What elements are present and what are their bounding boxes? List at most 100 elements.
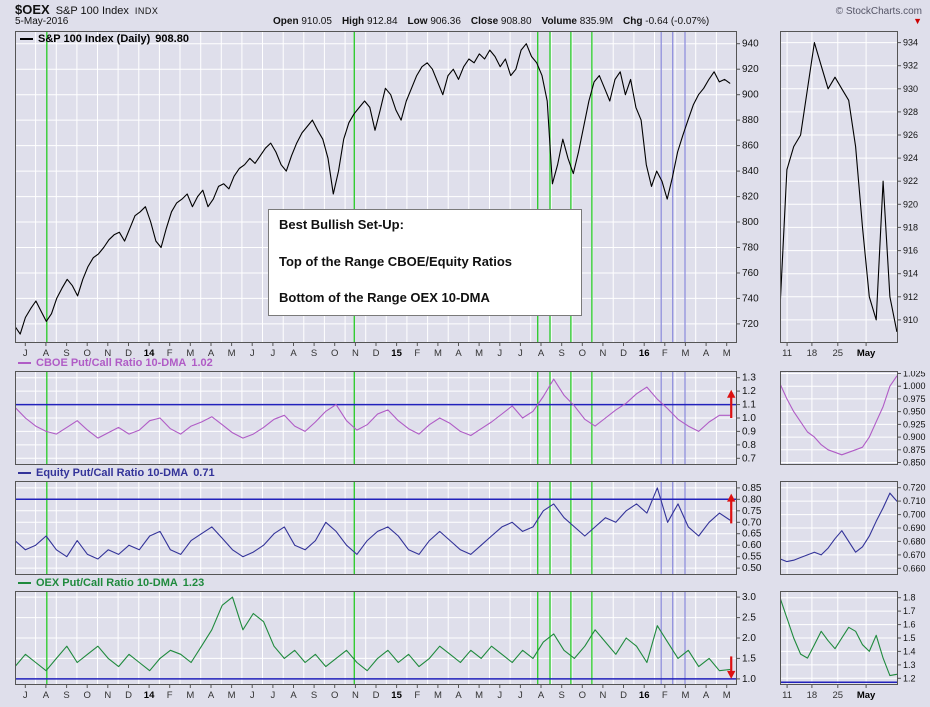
svg-text:D: D — [620, 348, 627, 359]
svg-text:M: M — [228, 690, 236, 701]
svg-text:A: A — [43, 690, 50, 701]
svg-text:800: 800 — [742, 217, 759, 228]
svg-text:S: S — [63, 348, 69, 359]
svg-text:880: 880 — [742, 115, 759, 126]
svg-text:0.660: 0.660 — [903, 563, 926, 573]
svg-text:924: 924 — [903, 153, 918, 163]
legend-value: 1.02 — [191, 357, 213, 369]
svg-text:J: J — [23, 690, 28, 701]
svg-text:A: A — [455, 690, 462, 701]
svg-text:1.0: 1.0 — [742, 413, 756, 424]
svg-text:May: May — [857, 690, 876, 701]
annotation-box: Best Bullish Set-Up: Top of the Range CB… — [268, 209, 582, 316]
svg-text:F: F — [167, 348, 173, 359]
svg-text:A: A — [290, 690, 297, 701]
svg-text:0.670: 0.670 — [903, 550, 926, 560]
svg-text:A: A — [208, 348, 215, 359]
svg-text:S: S — [63, 690, 69, 701]
svg-text:M: M — [434, 348, 442, 359]
svg-text:N: N — [599, 690, 606, 701]
svg-text:M: M — [475, 690, 483, 701]
svg-text:0.900: 0.900 — [903, 432, 926, 442]
svg-text:914: 914 — [903, 269, 918, 279]
cboe-legend: CBOE Put/Call Ratio 10-DMA 1.02 — [18, 357, 213, 369]
svg-text:1.5: 1.5 — [742, 653, 756, 664]
quote-open: Open 910.05 — [273, 16, 332, 27]
mini-equity-ratio-chart: 0.720 0.710 0.700 0.690 0.680 0.670 0.660 — [780, 481, 926, 575]
svg-text:930: 930 — [903, 84, 918, 94]
chg-label: Chg — [623, 16, 643, 27]
svg-text:D: D — [620, 690, 627, 701]
quote-bar: 5-May-2016 Open 910.05 High 912.84 Low 9… — [15, 16, 922, 29]
legend-label: CBOE Put/Call Ratio 10-DMA — [36, 357, 187, 369]
legend-label: S&P 100 Index (Daily) — [38, 33, 151, 45]
svg-text:0.70: 0.70 — [742, 517, 762, 528]
svg-text:16: 16 — [639, 348, 650, 359]
svg-text:0.925: 0.925 — [903, 419, 926, 429]
svg-text:16: 16 — [639, 690, 650, 701]
svg-text:A: A — [455, 348, 462, 359]
svg-text:0.690: 0.690 — [903, 523, 926, 533]
svg-text:18: 18 — [807, 348, 818, 359]
svg-text:934: 934 — [903, 38, 918, 48]
svg-text:916: 916 — [903, 246, 918, 256]
svg-text:910: 910 — [903, 315, 918, 325]
close-label: Close — [470, 16, 499, 27]
svg-text:0.50: 0.50 — [742, 563, 762, 574]
svg-text:May: May — [857, 348, 876, 359]
line-sample-icon — [20, 38, 33, 40]
chart-header: $OEX S&P 100 Index INDX © StockCharts.co… — [15, 2, 922, 17]
svg-text:M: M — [681, 348, 689, 359]
high-value: 912.84 — [366, 16, 398, 27]
svg-text:820: 820 — [742, 192, 759, 203]
quote-volume: Volume 835.9M — [542, 16, 614, 27]
svg-text:15: 15 — [391, 690, 402, 701]
annotation-line: Bottom of the Range OEX 10-DMA — [279, 290, 490, 306]
svg-text:D: D — [373, 348, 380, 359]
svg-text:25: 25 — [833, 690, 844, 701]
quote-close: Close 908.80 — [471, 16, 532, 27]
svg-text:O: O — [84, 690, 91, 701]
svg-text:860: 860 — [742, 141, 759, 152]
legend-value: 908.80 — [155, 33, 189, 45]
svg-text:J: J — [271, 690, 276, 701]
svg-text:M: M — [475, 348, 483, 359]
svg-text:0.85: 0.85 — [742, 483, 762, 494]
svg-text:11: 11 — [782, 348, 792, 359]
svg-text:1.7: 1.7 — [903, 606, 916, 616]
annotation-line: Best Bullish Set-Up: — [279, 217, 404, 232]
open-value: 910.05 — [301, 16, 332, 27]
svg-text:A: A — [538, 348, 545, 359]
svg-text:J: J — [518, 690, 523, 701]
svg-text:0.950: 0.950 — [903, 407, 926, 417]
oex-ratio-chart: 3.0 2.5 2.0 1.5 1.0 J A S O N D 14 F M A M J J A S O N D 15 F M A M… — [15, 591, 756, 701]
svg-text:F: F — [662, 690, 668, 701]
svg-text:J: J — [497, 690, 502, 701]
svg-text:J: J — [271, 348, 276, 359]
svg-text:1.6: 1.6 — [903, 620, 916, 630]
symbol: $OEX — [15, 2, 50, 17]
mini-oex-ratio-chart: 1.8 1.7 1.6 1.5 1.4 1.3 1.2 11 18 25 May — [780, 591, 916, 701]
svg-text:D: D — [125, 348, 132, 359]
svg-text:M: M — [681, 690, 689, 701]
low-label: Low — [407, 16, 428, 27]
svg-text:D: D — [373, 690, 380, 701]
svg-text:720: 720 — [742, 319, 759, 330]
svg-text:0.850: 0.850 — [903, 458, 926, 468]
svg-text:N: N — [104, 690, 111, 701]
svg-text:1.0: 1.0 — [742, 674, 756, 685]
svg-text:A: A — [208, 690, 215, 701]
svg-text:A: A — [703, 690, 710, 701]
svg-text:F: F — [414, 690, 420, 701]
svg-text:928: 928 — [903, 107, 918, 117]
svg-text:S: S — [311, 348, 317, 359]
svg-text:F: F — [167, 690, 173, 701]
svg-text:740: 740 — [742, 293, 759, 304]
volume-value: 835.9M — [579, 16, 614, 27]
svg-text:M: M — [723, 348, 731, 359]
svg-text:A: A — [703, 348, 710, 359]
stockcharts-credit: © StockCharts.com — [835, 6, 922, 17]
svg-text:1.1: 1.1 — [742, 400, 756, 411]
legend-value: 0.71 — [193, 467, 215, 479]
svg-text:J: J — [250, 348, 255, 359]
